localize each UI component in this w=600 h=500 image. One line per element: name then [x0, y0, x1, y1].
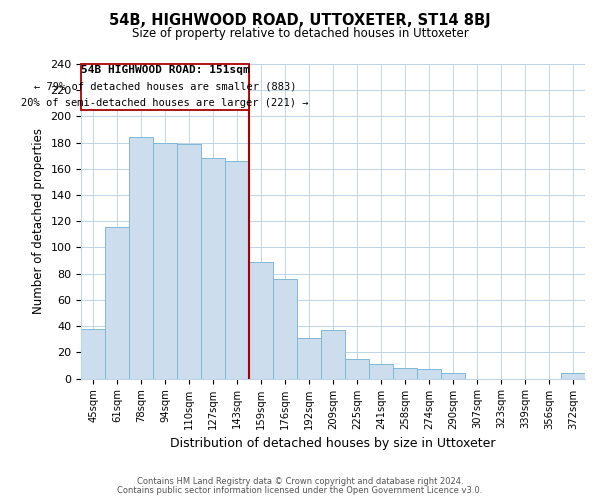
Bar: [297, 338, 321, 378]
Bar: [561, 374, 585, 378]
Bar: [249, 262, 273, 378]
Bar: [153, 142, 177, 378]
Bar: [417, 370, 441, 378]
Bar: [201, 158, 225, 378]
Bar: [177, 144, 201, 378]
FancyBboxPatch shape: [81, 64, 249, 110]
Text: 54B HIGHWOOD ROAD: 151sqm: 54B HIGHWOOD ROAD: 151sqm: [81, 65, 250, 75]
Text: Contains public sector information licensed under the Open Government Licence v3: Contains public sector information licen…: [118, 486, 482, 495]
Bar: [273, 279, 297, 378]
Bar: [81, 329, 105, 378]
Y-axis label: Number of detached properties: Number of detached properties: [32, 128, 45, 314]
Bar: [441, 374, 465, 378]
X-axis label: Distribution of detached houses by size in Uttoxeter: Distribution of detached houses by size …: [170, 437, 496, 450]
Bar: [225, 161, 249, 378]
Bar: [345, 359, 369, 378]
Text: ← 79% of detached houses are smaller (883): ← 79% of detached houses are smaller (88…: [34, 82, 296, 92]
Text: Size of property relative to detached houses in Uttoxeter: Size of property relative to detached ho…: [131, 28, 469, 40]
Bar: [393, 368, 417, 378]
Text: Contains HM Land Registry data © Crown copyright and database right 2024.: Contains HM Land Registry data © Crown c…: [137, 477, 463, 486]
Bar: [369, 364, 393, 378]
Bar: [321, 330, 345, 378]
Text: 54B, HIGHWOOD ROAD, UTTOXETER, ST14 8BJ: 54B, HIGHWOOD ROAD, UTTOXETER, ST14 8BJ: [109, 12, 491, 28]
Text: 20% of semi-detached houses are larger (221) →: 20% of semi-detached houses are larger (…: [22, 98, 309, 108]
Bar: [129, 138, 153, 378]
Bar: [105, 226, 129, 378]
